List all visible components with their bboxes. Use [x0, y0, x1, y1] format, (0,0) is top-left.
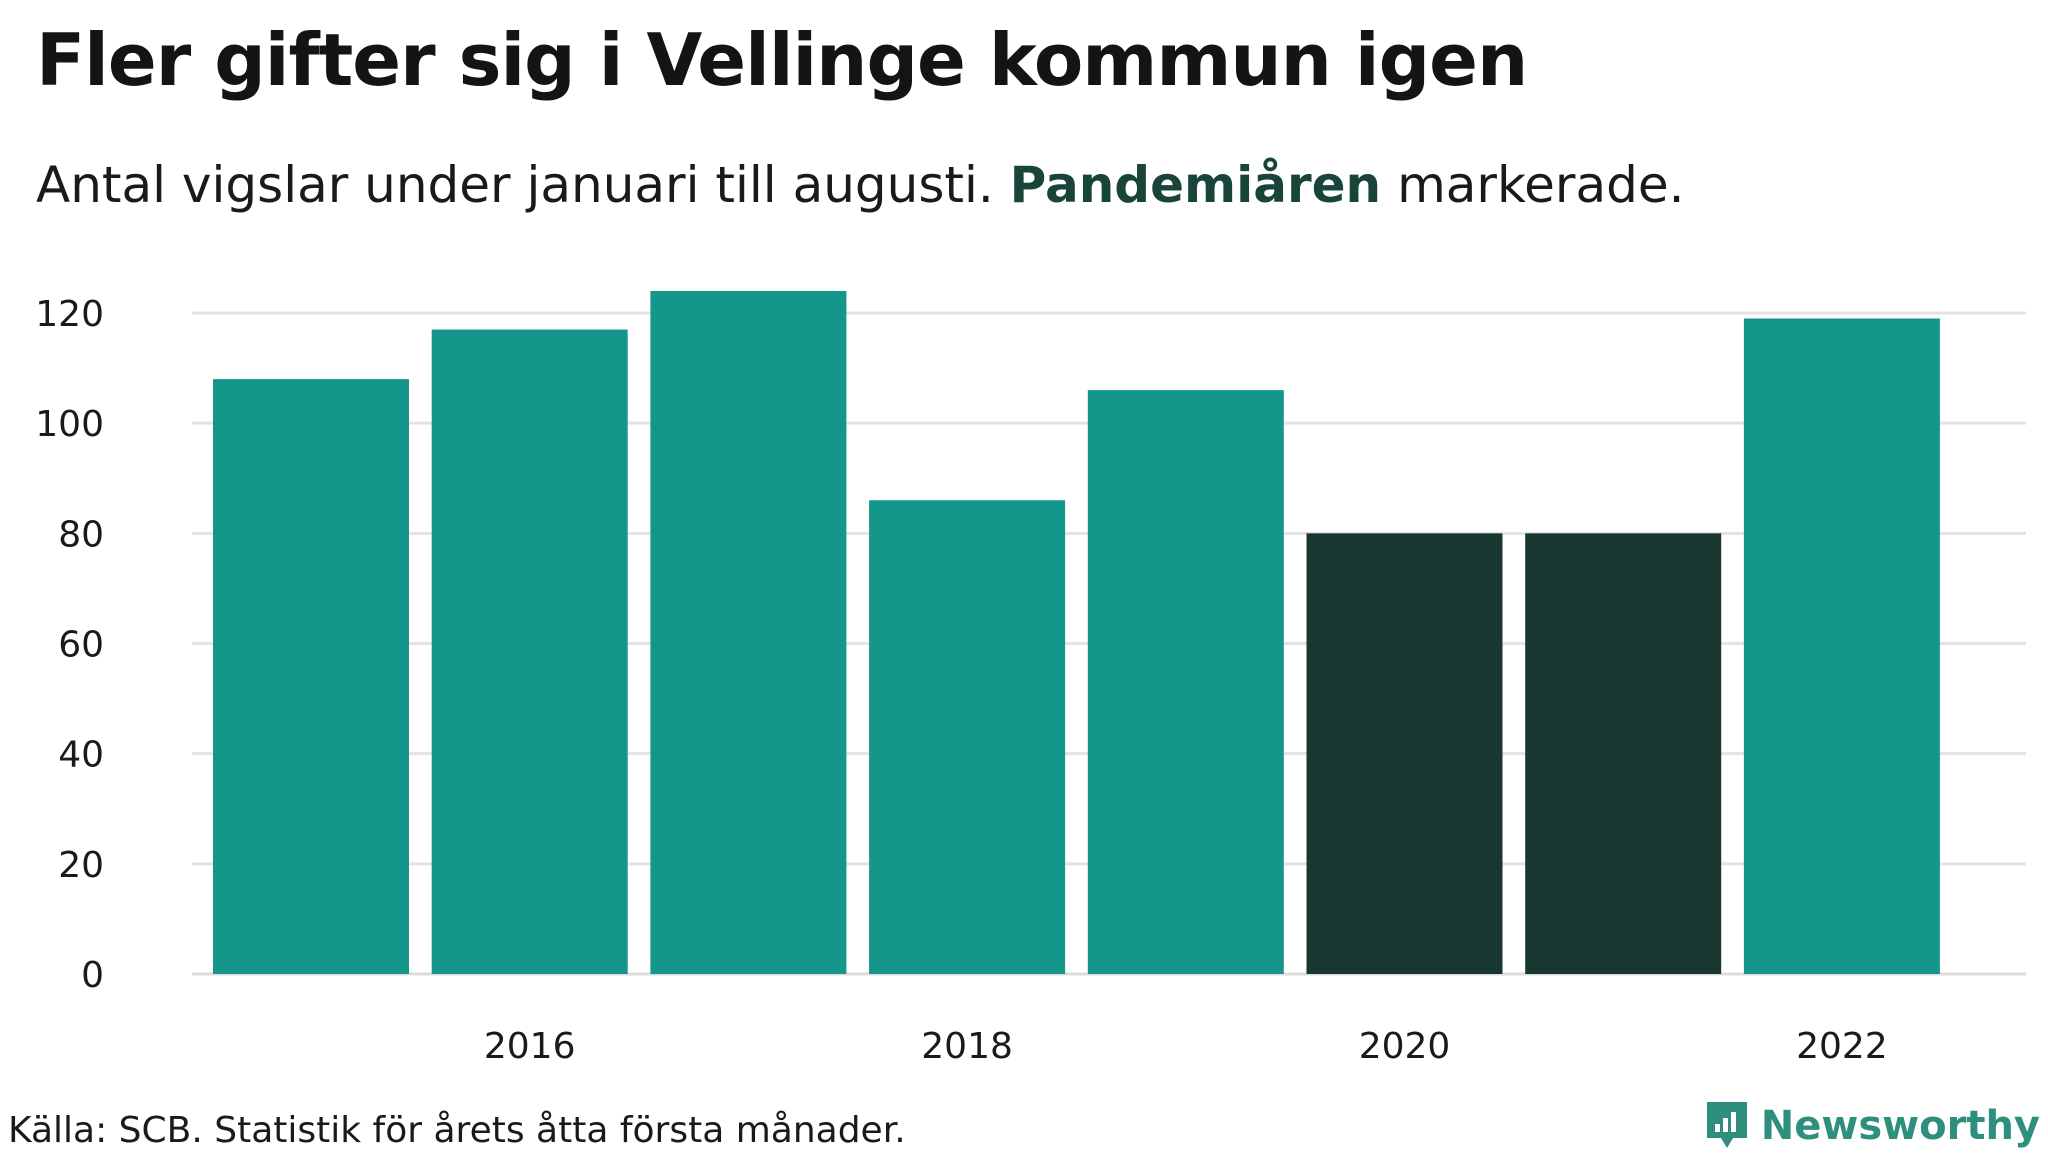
logo-icon — [1706, 1102, 1747, 1148]
bar-2016 — [431, 329, 628, 974]
bar-2020 — [1306, 533, 1503, 974]
x-axis-ticks: 2016 2018 2020 2022 — [484, 1026, 1888, 1060]
y-tick-label-0: 0 — [81, 955, 104, 996]
y-tick-label-20: 20 — [58, 845, 104, 886]
y-axis-ticks: 0 20 40 60 80 100 120 — [35, 294, 104, 996]
bars — [213, 290, 1940, 975]
source-note: Källa: SCB. Statistik för årets åtta för… — [8, 1110, 906, 1151]
bar-2015 — [213, 379, 409, 975]
chart-subtitle: Antal vigslar under januari till augusti… — [36, 156, 1685, 214]
bar-2021 — [1525, 533, 1722, 974]
subtitle-text-end: markerade. — [1397, 156, 1685, 214]
x-tick-label-2020: 2020 — [1359, 1026, 1451, 1060]
y-tick-label-120: 120 — [35, 294, 104, 335]
chart-title: Fler gifter sig i Vellinge kommun igen — [36, 18, 1528, 102]
y-tick-label-80: 80 — [58, 514, 104, 555]
bar-2019 — [1087, 390, 1284, 974]
logo-text: Newsworthy — [1760, 1103, 2040, 1149]
bar-chart: 0 20 40 60 80 100 120 2016 2018 2020 2022 — [35, 290, 2026, 1060]
newsworthy-logo: Newsworthy — [1703, 1098, 2040, 1154]
y-tick-label-60: 60 — [58, 625, 104, 666]
subtitle-highlight: Pandemiåren — [1009, 156, 1382, 214]
subtitle-text: Antal vigslar under januari till augusti… — [36, 156, 994, 214]
x-tick-label-2016: 2016 — [484, 1026, 576, 1060]
x-tick-label-2022: 2022 — [1796, 1026, 1888, 1060]
y-tick-label-40: 40 — [58, 735, 104, 776]
bar-2017 — [650, 290, 847, 974]
bar-2018 — [869, 500, 1066, 974]
x-tick-label-2018: 2018 — [921, 1026, 1013, 1060]
y-tick-label-100: 100 — [35, 404, 104, 445]
bar-2022 — [1743, 318, 1940, 975]
